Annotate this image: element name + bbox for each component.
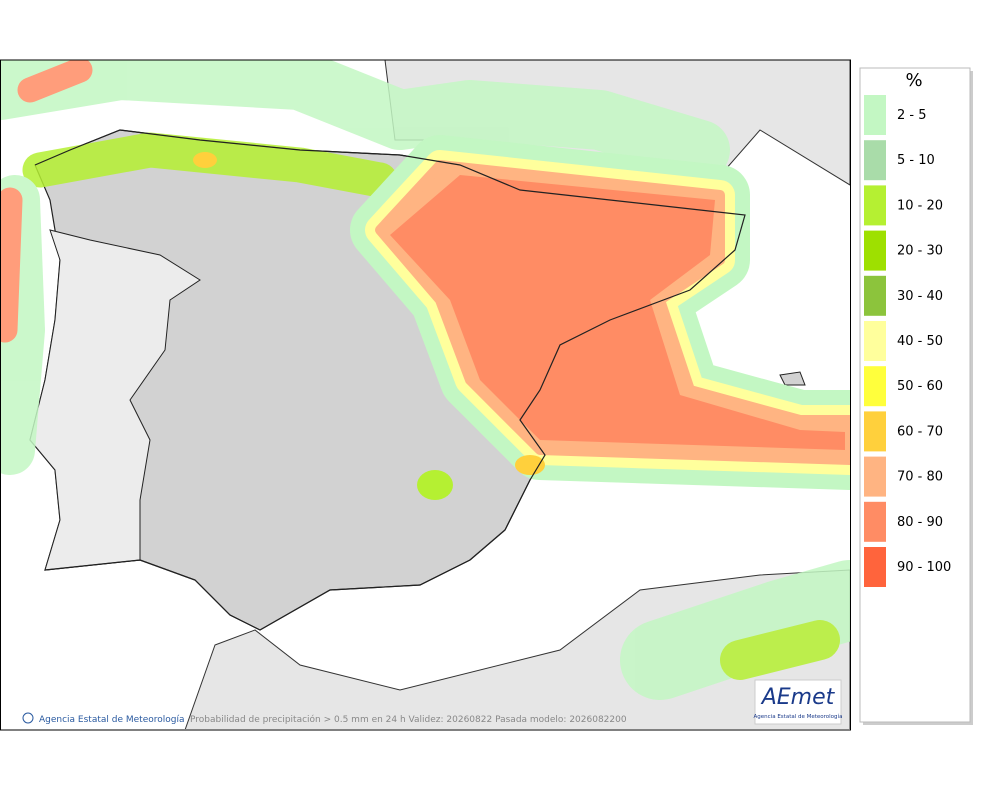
- legend-label: 10 - 20: [897, 198, 943, 213]
- legend-items: 2 - 5 5 - 10 10 - 20 20 - 30 30 - 40 40 - 50 5…: [864, 95, 951, 587]
- logo-text: AEmet: [760, 685, 836, 710]
- map-frame: [0, 59, 851, 731]
- legend-swatch: [864, 140, 886, 181]
- agency-name: Agencia Estatal de Meteorología: [39, 715, 185, 725]
- legend-label: 2 - 5: [897, 108, 927, 123]
- legend-title: %: [905, 70, 922, 91]
- logo-subtitle: Agencia Estatal de Meteorología: [754, 713, 843, 720]
- legend-label: 90 - 100: [897, 560, 951, 575]
- legend-swatch: [864, 275, 886, 316]
- legend-label: 80 - 90: [897, 515, 943, 530]
- legend-label: 20 - 30: [897, 244, 943, 259]
- legend-swatch: [864, 185, 886, 226]
- legend-swatch: [864, 411, 886, 452]
- legend-swatch: [864, 547, 886, 587]
- map: AEmet Agencia Estatal de Meteorología Ag…: [1, 60, 850, 729]
- legend-label: 60 - 70: [897, 424, 943, 439]
- legend-swatch: [864, 501, 886, 542]
- legend-swatch: [864, 366, 886, 407]
- legend-label: 5 - 10: [897, 153, 935, 168]
- legend-label: 70 - 80: [897, 470, 943, 485]
- legend-swatch: [864, 321, 886, 361]
- legend-swatch: [864, 456, 886, 497]
- legend-label: 30 - 40: [897, 289, 943, 304]
- legend-label: 50 - 60: [897, 379, 943, 394]
- legend-swatch: [864, 95, 886, 135]
- map-caption: Probabilidad de precipitación > 0.5 mm e…: [190, 714, 627, 725]
- legend-swatch: [864, 230, 886, 271]
- legend-label: 40 - 50: [897, 334, 943, 349]
